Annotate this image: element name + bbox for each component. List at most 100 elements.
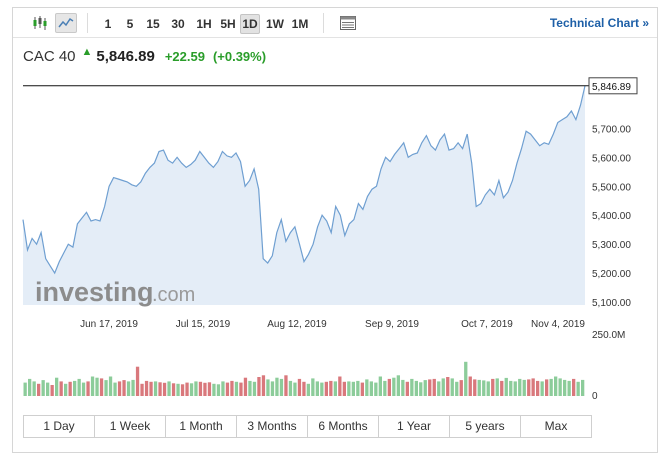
last-price-tag-label: 5,846.89 [592, 82, 631, 93]
volume-bar [117, 381, 122, 396]
price-area-group [22, 85, 589, 305]
volume-bar [392, 377, 396, 396]
volume-bar [302, 381, 306, 396]
volume-bar [297, 378, 302, 396]
timeframe-30[interactable]: 30 [171, 17, 185, 31]
volume-bar [491, 378, 495, 396]
volume-bar [459, 380, 463, 396]
volume-bar [419, 382, 423, 396]
volume-bar [477, 379, 481, 396]
range-tab-1-day[interactable]: 1 Day [24, 416, 95, 437]
volume-bar [320, 382, 324, 396]
volume-bar [275, 377, 279, 396]
volume-bar [554, 376, 558, 396]
range-tab-1-week[interactable]: 1 Week [95, 416, 166, 437]
volume-bar [401, 379, 405, 396]
timeframe-1d[interactable]: 1D [240, 14, 260, 34]
range-tab-1-year[interactable]: 1 Year [379, 416, 450, 437]
price-area-fill [23, 85, 585, 305]
volume-bar [131, 379, 135, 396]
timeframe-1m[interactable]: 1M [291, 17, 309, 31]
volume-bar [41, 380, 45, 396]
volume-bar [410, 378, 414, 396]
range-tab-max[interactable]: Max [521, 416, 591, 437]
volume-bar [171, 383, 176, 396]
volume-bar [482, 380, 486, 396]
volume-bar [540, 381, 544, 396]
volume-bar [108, 376, 113, 396]
price-change: +22.59 [164, 49, 205, 64]
volume-bar [315, 381, 319, 396]
volume-bar [356, 380, 360, 396]
x-tick-label: Nov 4, 2019 [531, 319, 585, 330]
range-tab-6-months[interactable]: 6 Months [308, 416, 379, 437]
volume-bar [185, 382, 189, 396]
y-tick-label: 5,500.00 [592, 182, 631, 193]
timeframe-1w[interactable]: 1W [266, 17, 284, 31]
line-chart-icon[interactable] [55, 13, 77, 33]
toolbar-divider [323, 13, 324, 33]
volume-bar [567, 380, 571, 396]
volume-bar [284, 375, 288, 396]
technical-chart-link[interactable]: Technical Chart » [549, 16, 649, 30]
volume-axis: 250.0M 0 [592, 330, 625, 402]
investing-watermark: investing .com [35, 277, 195, 307]
volume-bar [158, 382, 162, 396]
volume-bar [306, 383, 310, 396]
toolbar-divider [87, 13, 88, 33]
volume-bar [432, 378, 436, 396]
volume-bar [527, 379, 531, 396]
volume-bar [90, 376, 95, 396]
volume-bar [239, 382, 243, 396]
volume-bar [522, 379, 526, 396]
volume-chart [23, 361, 585, 396]
volume-bar [149, 381, 153, 396]
volume-bar [495, 378, 499, 396]
volume-bar [288, 380, 293, 396]
volume-bar [329, 380, 333, 396]
chart-toolbar: 1 5 15 30 1H 5H 1D 1W 1M Technical Chart » [13, 8, 657, 38]
volume-bar [576, 381, 580, 396]
price-change-percent: (+0.39%) [212, 49, 267, 64]
volume-bar [59, 381, 63, 396]
timeframe-15[interactable]: 15 [146, 17, 160, 31]
volume-bar [563, 379, 567, 396]
range-tab-1-month[interactable]: 1 Month [166, 416, 237, 437]
volume-bar [176, 383, 180, 396]
volume-bar [248, 380, 252, 396]
volume-bar [428, 379, 432, 396]
volume-bar [234, 381, 239, 396]
up-arrow-icon: ▲ [81, 46, 93, 58]
volume-bar [536, 380, 540, 396]
watermark-suffix: .com [152, 284, 195, 306]
volume-bar [581, 379, 585, 396]
volume-bar [203, 382, 207, 396]
volume-bar [383, 380, 387, 396]
timeframe-1h[interactable]: 1H [196, 17, 212, 31]
volume-bar [28, 378, 32, 396]
volume-bar [293, 382, 297, 396]
range-tab-5-years[interactable]: 5 years [450, 416, 521, 437]
volume-max-label: 250.0M [592, 330, 625, 341]
volume-bar [86, 381, 90, 396]
price-chart[interactable]: investing .com 5,700.005,600.005,500.005… [13, 64, 657, 424]
timeframe-1[interactable]: 1 [104, 17, 112, 31]
volume-bar [216, 384, 221, 396]
volume-bar [279, 378, 284, 396]
volume-bar [104, 380, 108, 396]
volume-bar [73, 380, 77, 396]
volume-bar [572, 378, 576, 396]
x-tick-label: Sep 9, 2019 [365, 319, 419, 330]
volume-bar [212, 383, 216, 396]
table-view-icon[interactable] [337, 13, 359, 33]
candlestick-icon[interactable] [29, 13, 51, 33]
volume-bar [230, 380, 234, 396]
timeframe-5h[interactable]: 5H [220, 17, 236, 31]
volume-bar [518, 378, 522, 396]
volume-bar [450, 378, 454, 396]
volume-zero-label: 0 [592, 391, 598, 402]
volume-bar [32, 381, 36, 396]
range-tab-3-months[interactable]: 3 Months [237, 416, 308, 437]
timeframe-5[interactable]: 5 [126, 17, 134, 31]
range-selector: 1 Day 1 Week 1 Month 3 Months 6 Months 1 Year… [23, 415, 592, 438]
